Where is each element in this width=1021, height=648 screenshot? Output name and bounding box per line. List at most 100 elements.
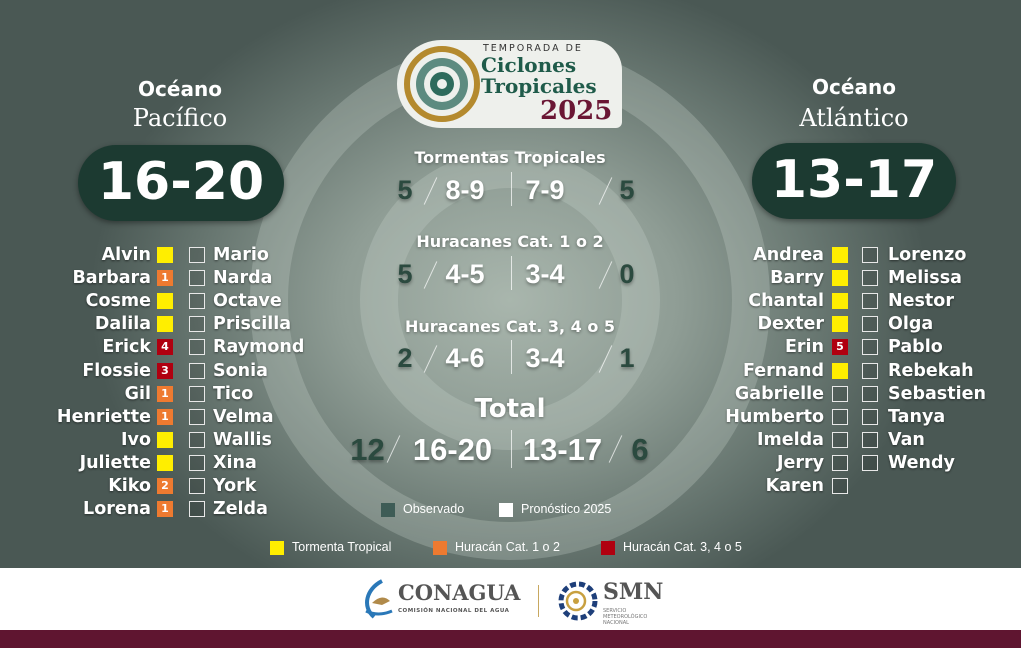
- storm-status-box: 1: [157, 270, 173, 287]
- pacific-forecast-range: 16-20: [412, 432, 493, 467]
- storm-status-box: 1: [157, 501, 173, 518]
- swatch-h345: [601, 540, 615, 555]
- swatch-forecast: [499, 502, 513, 517]
- storm-row-pending: Wallis: [0, 429, 1021, 451]
- separator-vertical: [511, 430, 512, 468]
- legend-observed: Observado: [381, 502, 464, 517]
- storm-name: Kiko: [108, 476, 151, 496]
- storm-row: Dexter: [0, 313, 1021, 335]
- storm-name: Pablo: [888, 337, 943, 358]
- storm-row: Jerry: [0, 452, 1021, 474]
- stat-section-title: Total: [474, 394, 546, 424]
- season-logo: TEMPORADA DE Ciclones Tropicales 2025: [397, 40, 622, 128]
- storm-status-box-empty: [862, 385, 878, 402]
- logo-line3: Tropicales: [481, 74, 597, 98]
- storm-row: Fernand: [0, 360, 1021, 382]
- storm-row: Juliette: [0, 452, 1021, 474]
- storm-status-box-empty: [189, 478, 205, 494]
- storm-row: Humberto: [0, 406, 1021, 428]
- storm-name: Gil: [124, 383, 151, 404]
- storm-name: Xina: [213, 452, 257, 473]
- logo-line2: Ciclones: [481, 53, 577, 77]
- separator-vertical: [511, 340, 512, 374]
- storm-name: York: [213, 476, 257, 496]
- storm-status-box: 3: [157, 362, 173, 379]
- storm-name: Andrea: [753, 245, 824, 265]
- storm-row: Ivo: [0, 429, 1021, 451]
- swatch-observed: [381, 502, 395, 517]
- storm-name: Tanya: [888, 406, 946, 427]
- storm-status-box: [832, 385, 848, 402]
- atlantic-forecast-range: 3-4: [525, 343, 565, 373]
- storm-name: Cosme: [85, 291, 151, 312]
- infographic-background: TEMPORADA DE Ciclones Tropicales 2025 Oc…: [0, 0, 1021, 568]
- storm-status-box: [832, 362, 848, 379]
- storm-name: Jerry: [776, 452, 824, 473]
- swatch-h12: [433, 540, 447, 555]
- storm-name: Juliette: [79, 452, 151, 473]
- storm-row: Kiko 2: [0, 475, 1021, 497]
- storm-row: Barry: [0, 267, 1021, 289]
- storm-status-box: [832, 408, 848, 425]
- storm-row: Dalila: [0, 313, 1021, 335]
- storm-status-box-empty: [189, 339, 205, 356]
- storm-row-pending: Van: [0, 429, 1021, 451]
- legend-observed-label: Observado: [403, 502, 465, 516]
- storm-status-box: 5: [832, 339, 848, 356]
- storm-name: Humberto: [725, 406, 824, 427]
- storm-row-pending: Octave: [0, 290, 1021, 312]
- separator-vertical: [511, 256, 512, 290]
- atlantic-forecast-range: 3-4: [525, 259, 565, 289]
- conagua-logo-icon: [365, 579, 393, 619]
- storm-row-pending: Priscilla: [0, 313, 1021, 335]
- storm-row: Barbara 1: [0, 267, 1021, 289]
- storm-row: Alvin: [0, 244, 1021, 266]
- separator-vertical: [511, 172, 512, 206]
- legend-h345-label: Huracán Cat. 3, 4 o 5: [623, 540, 742, 554]
- pacific-forecast-range: 4-6: [445, 343, 485, 373]
- storm-name: Alvin: [101, 245, 151, 265]
- storm-status-box-empty: [862, 316, 878, 333]
- storm-row-pending: Wendy: [0, 452, 1021, 474]
- pacific-observed-count: 12: [350, 432, 385, 467]
- storm-row: Flossie 3: [0, 360, 1021, 382]
- storm-status-box-empty: [189, 362, 205, 379]
- storm-name: Narda: [213, 268, 273, 289]
- storm-row-pending: Sonia: [0, 360, 1021, 382]
- storm-status-box: [157, 431, 173, 448]
- storm-row-pending: Narda: [0, 267, 1021, 289]
- storm-status-box: [157, 316, 173, 333]
- storm-name: Karen: [765, 476, 824, 496]
- storm-name: Raymond: [213, 337, 305, 358]
- atlantic-observed-count: 6: [631, 432, 649, 467]
- storm-name: Dexter: [757, 314, 824, 335]
- storm-name: Lorenzo: [888, 245, 967, 265]
- storm-name: Erin: [784, 337, 824, 358]
- storm-name: Barry: [770, 268, 824, 289]
- storm-name: Sebastien: [888, 383, 986, 404]
- storm-row: Lorena 1: [0, 498, 1021, 520]
- storm-status-box-empty: [189, 293, 205, 310]
- footer-bar: [0, 630, 1021, 648]
- storm-status-box: 1: [157, 408, 173, 425]
- storm-row: Karen: [0, 475, 1021, 497]
- storm-row-pending: Xina: [0, 452, 1021, 474]
- storm-row: Andrea: [0, 244, 1021, 266]
- spiral-logo-icon: [404, 46, 480, 122]
- storm-name: Erick: [102, 337, 151, 358]
- storm-status-box: [832, 316, 848, 333]
- storm-name: Barbara: [72, 268, 151, 289]
- storm-row-pending: Sebastien: [0, 383, 1021, 405]
- footer: CONAGUA COMISIÓN NACIONAL DEL AGUA SMN S…: [0, 568, 1021, 630]
- storm-status-box-empty: [862, 454, 878, 471]
- storm-name: Mario: [213, 245, 269, 265]
- smn-wordmark: SMN: [603, 579, 664, 605]
- storm-row-pending: Tico: [0, 383, 1021, 405]
- storm-row: Erin 5: [0, 336, 1021, 358]
- storm-status-box-empty: [862, 431, 878, 448]
- storm-status-box-empty: [189, 408, 205, 425]
- smn-subtitle: SERVICIO METEOROLÓGICO NACIONAL: [603, 608, 648, 626]
- pacific-forecast-pill: 16-20: [78, 145, 284, 221]
- storm-row: Gabrielle: [0, 383, 1021, 405]
- legend-forecast: Pronóstico 2025: [499, 502, 611, 517]
